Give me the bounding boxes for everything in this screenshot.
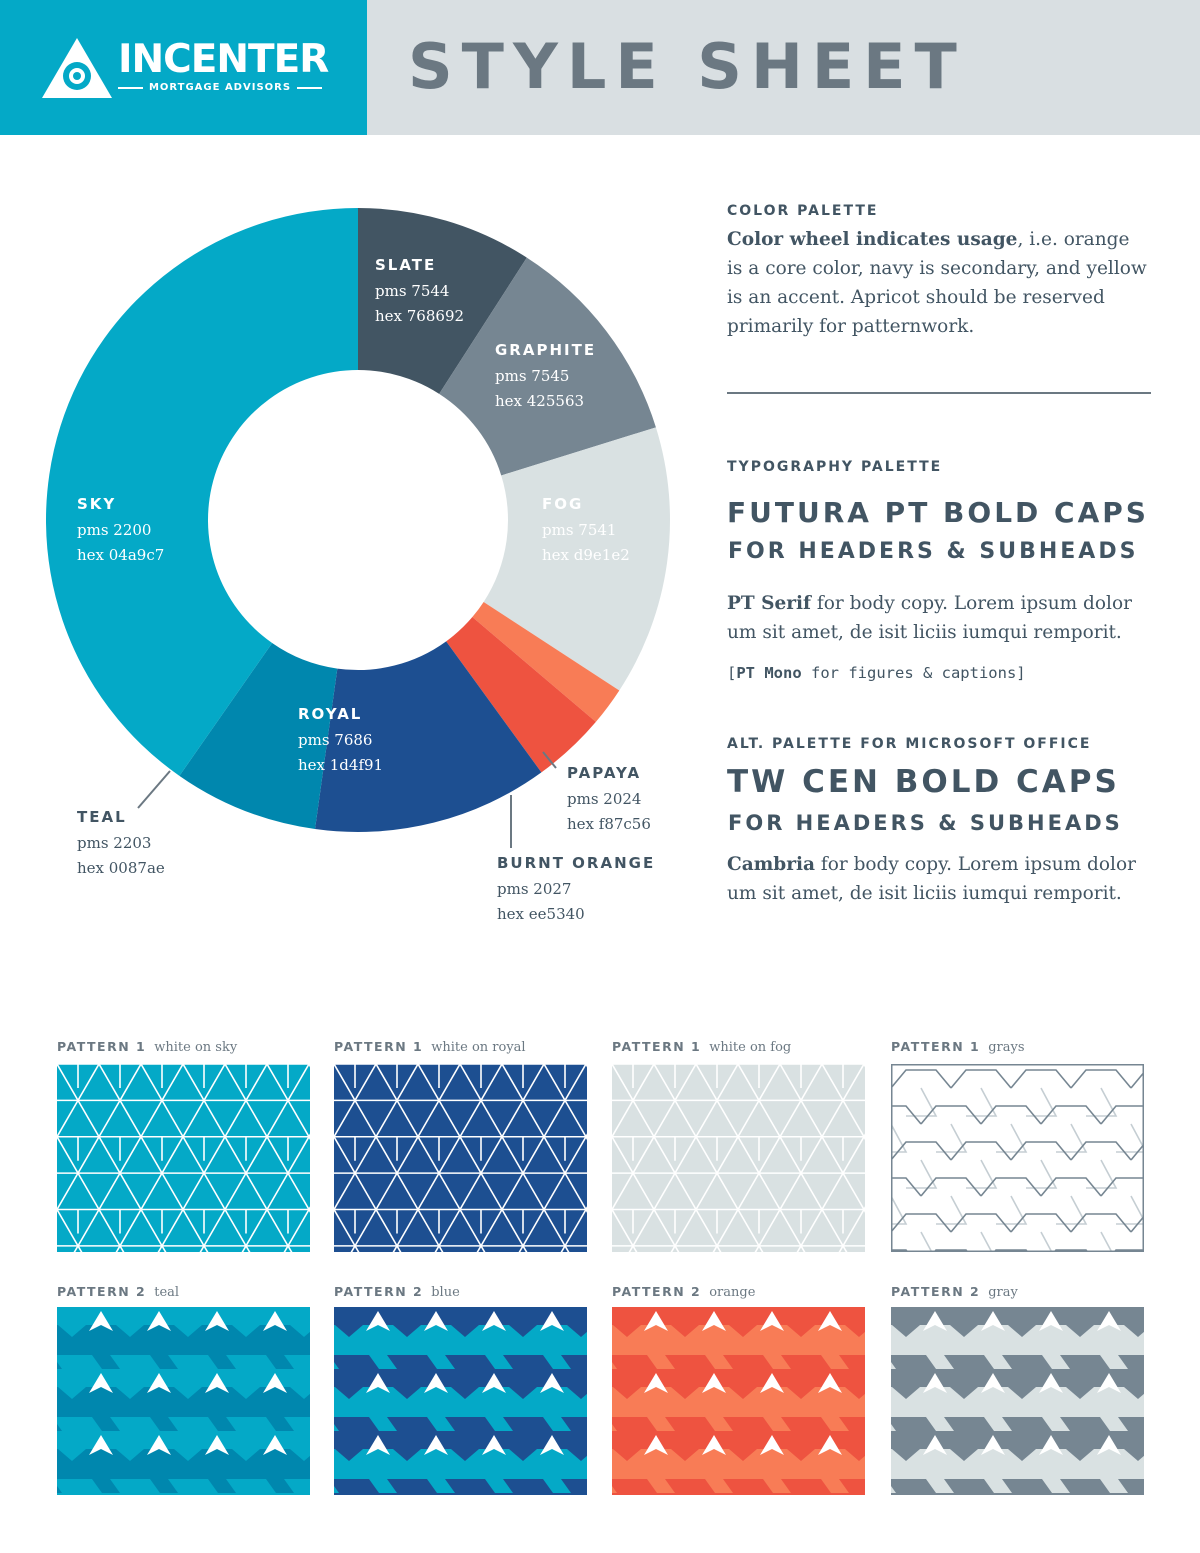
wheel-hex-royal: hex 1d4f91	[298, 756, 383, 774]
wheel-pms-royal: pms 7686	[298, 731, 372, 749]
pattern-swatch	[612, 1307, 865, 1495]
pattern-swatch	[334, 1307, 587, 1495]
pattern-label: PATTERN 1 white on fog	[612, 1036, 791, 1055]
wheel-pms-papaya: pms 2024	[567, 790, 641, 808]
pattern-swatch	[57, 1064, 310, 1252]
color-wheel: SLATE pms 7544 hex 768692 GRAPHITE pms 7545 h…	[46, 208, 670, 923]
wheel-pms-slate: pms 7544	[375, 282, 449, 300]
pattern-description: gray	[988, 1285, 1018, 1300]
logo-triangle-icon	[42, 38, 112, 98]
logo-subtitle: MORTGAGE ADVISORS	[118, 82, 323, 93]
wheel-hex-fog: hex d9e1e2	[542, 546, 630, 564]
section-divider	[727, 392, 1151, 394]
wheel-pms-fog: pms 7541	[542, 521, 616, 539]
wheel-segment-papaya	[472, 601, 620, 722]
pattern-label: PATTERN 2 blue	[334, 1281, 460, 1300]
wheel-segment-fog	[483, 427, 670, 691]
pattern-description: teal	[154, 1285, 180, 1300]
wheel-label-papaya: PAPAYA	[567, 764, 641, 782]
pattern-description: white on sky	[154, 1040, 238, 1055]
wheel-label-graphite: GRAPHITE	[495, 341, 596, 359]
wheel-segment-burnt-orange	[446, 617, 596, 773]
pattern-description: blue	[431, 1285, 460, 1300]
teal-leader-line	[137, 770, 171, 809]
wheel-label-burnt-orange: BURNT ORANGE	[497, 854, 655, 872]
alt-palette-label: ALT. PALETTE FOR MICROSOFT OFFICE	[727, 736, 1092, 752]
pattern-number: PATTERN 2	[334, 1284, 424, 1299]
alt-typography-body-sample: Cambria for body copy. Lorem ipsum dolor…	[727, 854, 1136, 904]
wheel-label-fog: FOG	[542, 495, 583, 513]
pattern-description: white on royal	[431, 1040, 526, 1055]
wheel-hex-sky: hex 04a9c7	[77, 546, 164, 564]
wheel-label-teal: TEAL	[77, 808, 127, 826]
wheel-hex-teal: hex 0087ae	[77, 859, 165, 877]
wheel-pms-sky: pms 2200	[77, 521, 151, 539]
wheel-segment-teal	[179, 642, 338, 830]
page-title: STYLE SHEET	[408, 30, 966, 103]
pattern-description: orange	[709, 1285, 756, 1300]
wheel-pms-teal: pms 2203	[77, 834, 151, 852]
wheel-label-royal: ROYAL	[298, 705, 362, 723]
wheel-hex-burnt-orange: hex ee5340	[497, 905, 585, 923]
pattern-swatch	[57, 1307, 310, 1495]
typography-palette-label: TYPOGRAPHY PALETTE	[727, 459, 943, 475]
pattern-swatch	[891, 1064, 1144, 1252]
wheel-hex-papaya: hex f87c56	[567, 815, 651, 833]
pattern-number: PATTERN 1	[334, 1039, 424, 1054]
pattern-number: PATTERN 2	[891, 1284, 981, 1299]
pattern-number: PATTERN 1	[612, 1039, 702, 1054]
wheel-label-slate: SLATE	[375, 256, 436, 274]
wheel-pms-graphite: pms 7545	[495, 367, 569, 385]
pattern-label: PATTERN 1 white on royal	[334, 1036, 526, 1055]
pattern-label: PATTERN 2 gray	[891, 1281, 1018, 1300]
wheel-segment-slate	[358, 208, 527, 394]
pattern-number: PATTERN 2	[612, 1284, 702, 1299]
pattern-number: PATTERN 2	[57, 1284, 147, 1299]
alt-typography-headline: TW CEN BOLD CAPS	[727, 764, 1120, 800]
pattern-label: PATTERN 2 teal	[57, 1281, 179, 1300]
wheel-label-sky: SKY	[77, 495, 116, 513]
pattern-label: PATTERN 1 grays	[891, 1036, 1025, 1055]
pattern-swatch	[334, 1064, 587, 1252]
color-palette-description: Color wheel indicates usage, i.e. orange…	[727, 229, 1147, 337]
alt-typography-subhead: FOR HEADERS & SUBHEADS	[728, 811, 1123, 835]
papaya-leader-line	[542, 751, 557, 769]
pattern-description: white on fog	[709, 1040, 792, 1055]
pattern-number: PATTERN 1	[891, 1039, 981, 1054]
wheel-hex-slate: hex 768692	[375, 307, 464, 325]
typography-body-sample: PT Serif for body copy. Lorem ipsum dolo…	[727, 593, 1132, 643]
typography-mono-sample: [PT Mono for figures & captions]	[727, 664, 1026, 682]
wheel-hex-graphite: hex 425563	[495, 392, 584, 410]
logo-name: INCENTER	[118, 37, 329, 82]
pattern-description: grays	[988, 1040, 1025, 1055]
wheel-segment-sky	[46, 208, 359, 776]
wheel-segment-graphite	[439, 257, 656, 476]
wheel-pms-burnt-orange: pms 2027	[497, 880, 571, 898]
wheel-segment-royal	[315, 641, 542, 832]
header-logo-panel: INCENTER MORTGAGE ADVISORS	[0, 0, 367, 135]
typography-headline: FUTURA PT BOLD CAPS	[727, 496, 1149, 529]
typography-subhead: FOR HEADERS & SUBHEADS	[728, 539, 1139, 564]
pattern-swatch	[891, 1307, 1144, 1495]
pattern-label: PATTERN 1 white on sky	[57, 1036, 237, 1055]
pattern-swatch	[612, 1064, 865, 1252]
pattern-label: PATTERN 2 orange	[612, 1281, 755, 1300]
color-palette-label: COLOR PALETTE	[727, 203, 879, 219]
header-title-panel	[367, 0, 1200, 135]
pattern-number: PATTERN 1	[57, 1039, 147, 1054]
